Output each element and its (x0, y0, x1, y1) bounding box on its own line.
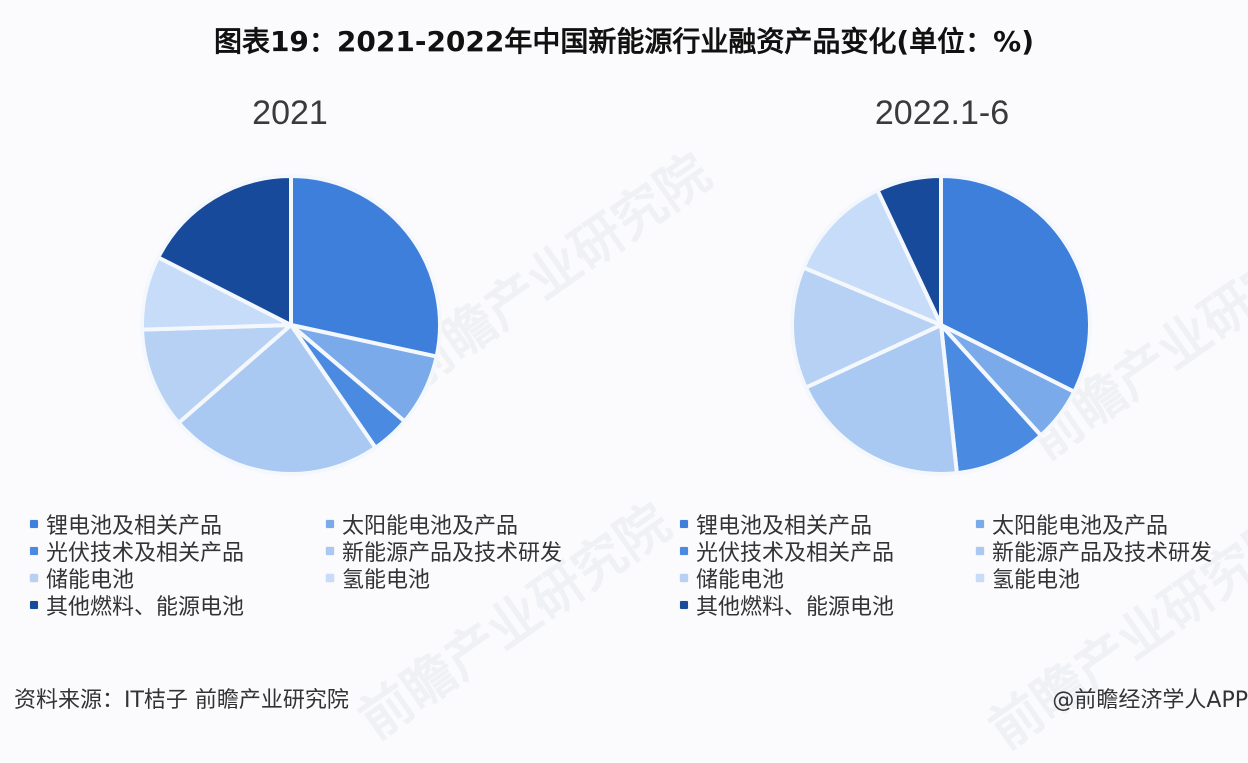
legend-label: 其他燃料、能源电池 (46, 595, 245, 620)
legend-label: 光伏技术及相关产品 (696, 541, 895, 566)
legend-marker-icon (326, 547, 334, 555)
legend-item: 锂电池及相关产品 (30, 510, 223, 539)
legend-marker-icon (326, 574, 334, 582)
legend-item: 氢能电池 (326, 564, 431, 593)
legend-marker-icon (680, 520, 688, 528)
legend-item: 太阳能电池及产品 (326, 510, 519, 539)
legend-marker-icon (680, 574, 688, 582)
legend-marker-icon (976, 574, 984, 582)
legend-label: 新能源产品及技术研发 (992, 541, 1213, 566)
legend-label: 储能电池 (696, 568, 785, 593)
legend-label: 锂电池及相关产品 (46, 514, 223, 539)
legend-label: 锂电池及相关产品 (696, 514, 873, 539)
legend-label: 氢能电池 (342, 568, 431, 593)
legend-item: 光伏技术及相关产品 (30, 537, 245, 566)
pie-slice (875, 174, 943, 327)
legend-label: 其他燃料、能源电池 (696, 595, 895, 620)
legend-item: 新能源产品及技术研发 (326, 537, 563, 566)
legend-marker-icon (680, 547, 688, 555)
pie-slice (939, 174, 1092, 394)
legend-2022-h1: 锂电池及相关产品 太阳能电池及产品 光伏技术及相关产品 新能源产品及技术研发 储… (680, 510, 1248, 630)
pie-slice (790, 265, 943, 390)
legend-item: 太阳能电池及产品 (976, 510, 1169, 539)
legend-marker-icon (30, 574, 38, 582)
legend-label: 太阳能电池及产品 (992, 514, 1169, 539)
pie-chart-2022-h1 (790, 174, 1092, 476)
legend-marker-icon (680, 601, 688, 609)
pie-title-2021: 2021 (252, 94, 328, 132)
legend-item: 储能电池 (680, 564, 785, 593)
legend-label: 储能电池 (46, 568, 135, 593)
pie-slice (176, 323, 378, 476)
legend-marker-icon (976, 520, 984, 528)
pie-slice (156, 174, 293, 327)
pie-slice (140, 323, 293, 425)
pie-panel-2021: 2021 锂电池及相关产品 太阳能电池及产品 光伏技术及相关产品 新能源产品及技… (0, 0, 624, 660)
source-note: 资料来源：IT桔子 前瞻产业研究院 (14, 688, 349, 713)
legend-label: 新能源产品及技术研发 (342, 541, 563, 566)
legend-item: 储能电池 (30, 564, 135, 593)
pie-title-2022-h1: 2022.1-6 (874, 94, 1010, 132)
pie-slice (289, 174, 442, 359)
credit-note: @前瞻经济学人APP (1052, 688, 1248, 713)
legend-item: 其他燃料、能源电池 (680, 591, 895, 620)
pie-slice (801, 188, 943, 327)
legend-marker-icon (30, 547, 38, 555)
legend-label: 光伏技术及相关产品 (46, 541, 245, 566)
legend-marker-icon (30, 601, 38, 609)
legend-item: 其他燃料、能源电池 (30, 591, 245, 620)
legend-label: 太阳能电池及产品 (342, 514, 519, 539)
pie-slice (939, 323, 1043, 476)
legend-marker-icon (326, 520, 334, 528)
pie-slice (803, 323, 959, 476)
legend-marker-icon (976, 547, 984, 555)
legend-label: 氢能电池 (992, 568, 1081, 593)
legend-item: 新能源产品及技术研发 (976, 537, 1213, 566)
legend-item: 光伏技术及相关产品 (680, 537, 895, 566)
legend-item: 锂电池及相关产品 (680, 510, 873, 539)
legend-item: 氢能电池 (976, 564, 1081, 593)
pie-panel-2022-h1: 2022.1-6 锂电池及相关产品 太阳能电池及产品 光伏技术及相关产品 新能源… (640, 0, 1248, 660)
chart-title: 图表19：2021-2022年中国新能源行业融资产品变化(单位：%) (213, 25, 1035, 58)
legend-2021: 锂电池及相关产品 太阳能电池及产品 光伏技术及相关产品 新能源产品及技术研发 储… (30, 510, 630, 630)
legend-marker-icon (30, 520, 38, 528)
pie-chart-2021 (140, 174, 442, 476)
